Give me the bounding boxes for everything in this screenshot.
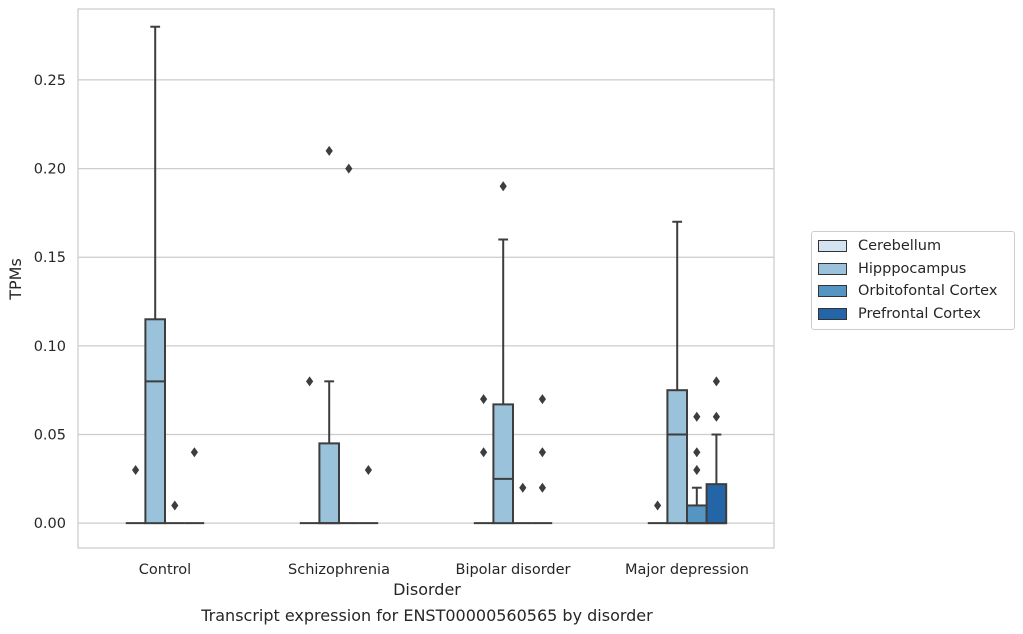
box-cerebellum: [647, 500, 668, 525]
outlier-point: [693, 464, 701, 475]
y-tick-label: 0.10: [34, 339, 66, 355]
legend-item: Prefrontal Cortex: [812, 303, 1014, 326]
outlier-point: [132, 464, 140, 475]
outlier-point: [364, 464, 372, 475]
legend-item: Cerebellum: [812, 235, 1014, 258]
box-prefrontal-cortex: [532, 394, 553, 525]
box-hipppocampus: [492, 181, 514, 525]
y-tick-label: 0.00: [34, 516, 66, 532]
legend-item: Orbitofontal Cortex: [812, 280, 1014, 303]
x-tick-label: Schizophrenia: [288, 562, 390, 578]
outlier-point: [306, 376, 314, 387]
box-body: [705, 483, 728, 525]
x-tick-labels: Control Schizophrenia Bipolar disorder Majo…: [139, 562, 749, 578]
outlier-point: [499, 181, 507, 192]
box-hipppocampus: [666, 220, 689, 525]
outlier-point: [538, 394, 546, 405]
x-tick-label: Major depression: [625, 562, 749, 578]
legend-label: Prefrontal Cortex: [858, 305, 981, 322]
outlier-point: [480, 394, 488, 405]
outlier-point: [712, 411, 720, 422]
legend: Cerebellum Hipppocampus Orbitofontal Corte…: [811, 231, 1015, 330]
legend-label: Cerebellum: [858, 238, 942, 255]
box-hipppocampus: [144, 25, 166, 525]
chart-caption: Transcript expression for ENST0000056056…: [201, 606, 653, 625]
x-tick-label: Bipolar disorder: [456, 562, 571, 578]
box-body: [144, 318, 166, 525]
y-tick-label: 0.25: [34, 73, 66, 89]
outlier-point: [693, 411, 701, 422]
y-tick-label: 0.15: [34, 250, 66, 266]
box-cerebellum: [125, 464, 146, 525]
outlier-point: [538, 482, 546, 493]
box-body: [666, 389, 689, 525]
legend-item: Hipppocampus: [812, 258, 1014, 281]
outlier-point: [693, 447, 701, 458]
box-orbitofontal-cortex: [686, 411, 708, 525]
box-body: [318, 442, 340, 525]
outlier-point: [171, 500, 179, 511]
outlier-point: [345, 163, 353, 174]
outlier-point: [712, 376, 720, 387]
y-tick-label: 0.05: [34, 428, 66, 444]
outlier-point: [519, 482, 527, 493]
outlier-point: [325, 145, 333, 156]
box-body: [492, 403, 514, 525]
outlier-point: [480, 447, 488, 458]
legend-label: Hipppocampus: [858, 260, 967, 277]
outlier-point: [654, 500, 662, 511]
legend-swatch: [818, 285, 847, 298]
outlier-point: [190, 447, 198, 458]
box-body: [686, 504, 708, 525]
x-tick-label: Control: [139, 562, 191, 578]
box-cerebellum: [299, 376, 320, 525]
box-prefrontal-cortex: [358, 464, 379, 525]
box-cerebellum: [473, 394, 494, 525]
y-tick-label: 0.20: [34, 162, 66, 178]
box-prefrontal-cortex: [184, 447, 205, 525]
legend-swatch: [818, 240, 847, 253]
box-plot-marks: [125, 25, 728, 525]
legend-label: Orbitofontal Cortex: [858, 283, 998, 300]
y-tick-labels: 0.00 0.05 0.10 0.15 0.20 0.25: [34, 73, 66, 532]
box-hipppocampus: [318, 145, 340, 525]
box-orbitofontal-cortex: [339, 163, 359, 525]
box-prefrontal-cortex: [705, 376, 728, 525]
box-orbitofontal-cortex: [165, 500, 185, 525]
box-orbitofontal-cortex: [513, 482, 533, 525]
legend-swatch: [818, 262, 847, 275]
outlier-point: [538, 447, 546, 458]
x-axis-label: Disorder: [393, 580, 461, 599]
plot-area-frame: [77, 8, 775, 549]
y-axis-label: TPMs: [6, 258, 25, 301]
legend-swatch: [818, 307, 847, 320]
